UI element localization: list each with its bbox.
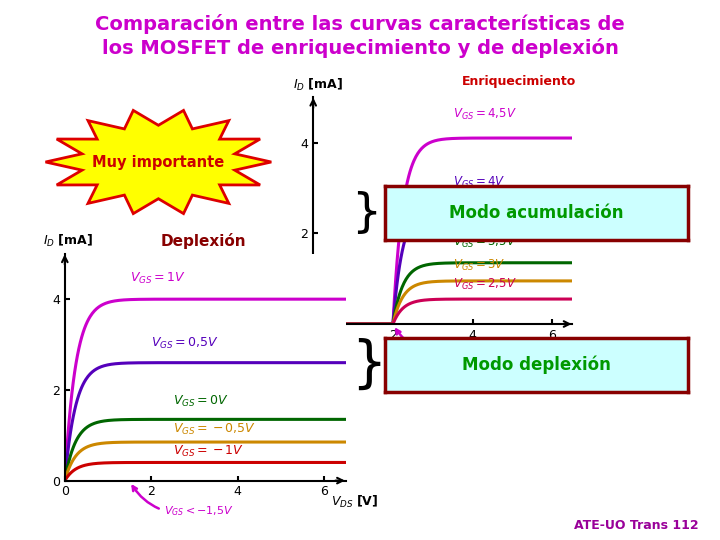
Text: $V_{GS} = 3{,}5V$: $V_{GS} = 3{,}5V$ <box>453 235 516 250</box>
Text: }: } <box>351 338 387 392</box>
Text: $I_D\ \mathbf{[mA]}$: $I_D\ \mathbf{[mA]}$ <box>43 233 93 249</box>
Polygon shape <box>45 110 271 214</box>
Text: }: } <box>351 191 382 236</box>
Text: Muy importante: Muy importante <box>92 154 225 170</box>
Text: $V_{GS} = 0{,}5V$: $V_{GS} = 0{,}5V$ <box>151 336 219 352</box>
Text: $V_{GS} =  3V$: $V_{GS} = 3V$ <box>453 258 505 273</box>
Text: Comparación entre las curvas características de
los MOSFET de enriquecimiento y : Comparación entre las curvas característ… <box>95 14 625 58</box>
Text: $I_D\ \mathbf{[mA]}$: $I_D\ \mathbf{[mA]}$ <box>293 77 343 93</box>
Text: $V_{GS} = -0{,}5V$: $V_{GS} = -0{,}5V$ <box>173 422 256 437</box>
Text: $V_{GS} < V_{TH} = 2V$: $V_{GS} < V_{TH} = 2V$ <box>396 329 503 360</box>
Text: $V_{DS}\ \mathbf{[V]}$: $V_{DS}\ \mathbf{[V]}$ <box>557 338 604 354</box>
Text: $V_{DS}\ \mathbf{[V]}$: $V_{DS}\ \mathbf{[V]}$ <box>330 494 378 510</box>
Text: Enriquecimiento: Enriquecimiento <box>462 75 577 88</box>
Text: $V_{GS} = 4V$: $V_{GS} = 4V$ <box>453 175 505 190</box>
Text: Modo acumulación: Modo acumulación <box>449 204 624 222</box>
Text: $V_{GS} = 1V$: $V_{GS} = 1V$ <box>130 272 186 286</box>
Text: Deplexión: Deplexión <box>161 233 246 249</box>
Text: $V_{GS} = 4{,}5V$: $V_{GS} = 4{,}5V$ <box>453 107 516 122</box>
Text: $V_{GS} = 0V$: $V_{GS} = 0V$ <box>173 394 229 409</box>
Text: $V_{GS} = 2{,}5V$: $V_{GS} = 2{,}5V$ <box>453 277 516 292</box>
Text: $V_{GS} = -1V$: $V_{GS} = -1V$ <box>173 444 244 459</box>
Text: $V_{GS} < -1{,}5V$: $V_{GS} < -1{,}5V$ <box>132 486 234 518</box>
Text: ATE-UO Trans 112: ATE-UO Trans 112 <box>574 519 698 532</box>
Text: Modo deplexión: Modo deplexión <box>462 355 611 374</box>
